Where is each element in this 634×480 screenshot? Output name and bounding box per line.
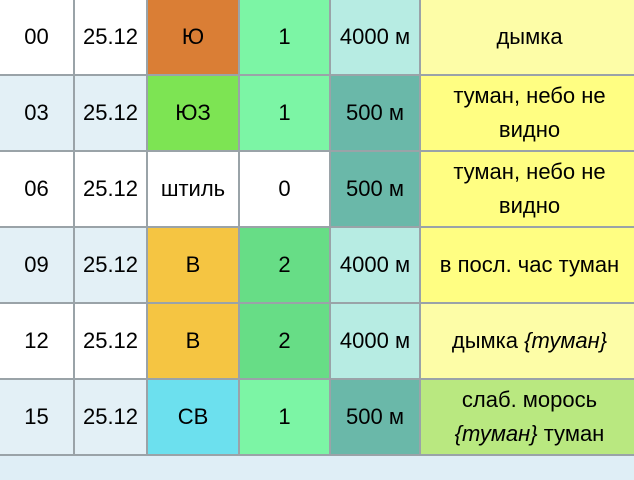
date-cell: 25.12 [73,302,148,380]
table-row: 03 25.12 ЮЗ 1 500 м туман, небо не видно [0,74,634,152]
wind-speed-cell: 1 [238,0,331,76]
visibility-cell: 500 м [329,378,421,456]
weather-description-cell: в посл. час туман [419,226,634,304]
date-cell: 25.12 [73,150,148,228]
date-cell: 25.12 [73,74,148,152]
wind-direction-cell: штиль [146,150,240,228]
table-row: 00 25.12 Ю 1 4000 м дымка [0,0,634,76]
hour-cell: 03 [0,74,75,152]
visibility-cell: 4000 м [329,0,421,76]
visibility-cell: 500 м [329,150,421,228]
weather-table: 00 25.12 Ю 1 4000 м дымка 03 25.12 ЮЗ 1 … [0,0,634,456]
description-italic-text: {туман} [454,421,538,446]
date-cell: 25.12 [73,378,148,456]
description-text: слаб. морось [461,387,598,412]
hour-cell: 00 [0,0,75,76]
table-row: 12 25.12 В 2 4000 м дымка {туман} [0,302,634,380]
description-text: дымка [496,24,563,49]
wind-speed-cell: 2 [238,226,331,304]
wind-direction-cell: СВ [146,378,240,456]
hour-cell: 06 [0,150,75,228]
description-trailing-text: туман [537,421,605,446]
description-text: в посл. час туман [439,252,620,277]
wind-direction-cell: В [146,302,240,380]
description-text: туман, небо не видно [453,83,606,142]
date-cell: 25.12 [73,226,148,304]
visibility-cell: 4000 м [329,302,421,380]
weather-description-cell: дымка {туман} [419,302,634,380]
description-text: дымка [451,328,525,353]
hour-cell: 09 [0,226,75,304]
weather-description-cell: туман, небо не видно [419,74,634,152]
wind-speed-cell: 1 [238,74,331,152]
description-italic-text: {туман} [524,328,608,353]
table-row: 06 25.12 штиль 0 500 м туман, небо не ви… [0,150,634,228]
table-row: 09 25.12 В 2 4000 м в посл. час туман [0,226,634,304]
wind-direction-cell: В [146,226,240,304]
weather-description-cell: туман, небо не видно [419,150,634,228]
wind-speed-cell: 1 [238,378,331,456]
weather-description-cell: дымка [419,0,634,76]
visibility-cell: 500 м [329,74,421,152]
date-cell: 25.12 [73,0,148,76]
wind-direction-cell: Ю [146,0,240,76]
description-text: туман, небо не видно [453,159,606,218]
hour-cell: 15 [0,378,75,456]
wind-speed-cell: 2 [238,302,331,380]
visibility-cell: 4000 м [329,226,421,304]
hour-cell: 12 [0,302,75,380]
weather-description-cell: слаб. морось {туман} туман [419,378,634,456]
wind-speed-cell: 0 [238,150,331,228]
table-row: 15 25.12 СВ 1 500 м слаб. морось {туман}… [0,378,634,456]
wind-direction-cell: ЮЗ [146,74,240,152]
